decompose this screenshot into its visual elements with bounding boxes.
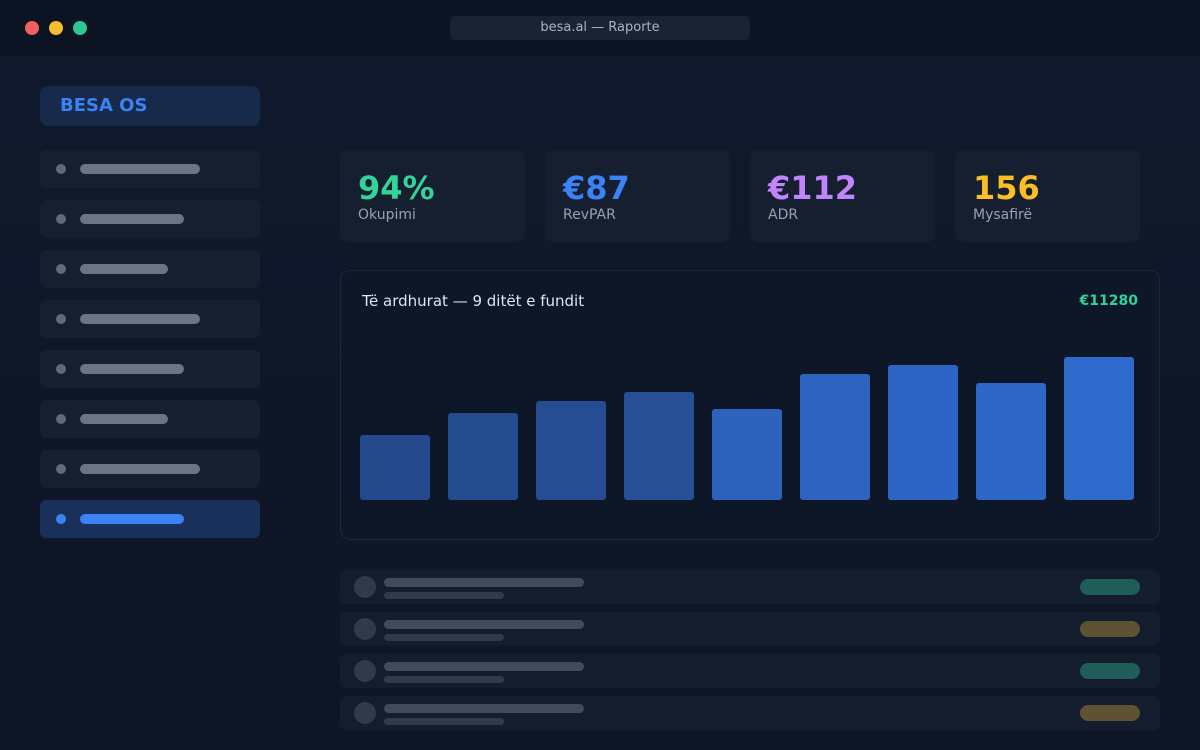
nav-label-placeholder	[80, 464, 200, 474]
kpi-value: €112	[768, 169, 858, 207]
kpi-card-guests[interactable]: 156 Mysafirë	[955, 150, 1140, 242]
revenue-bar[interactable]	[536, 401, 606, 500]
nav-label-placeholder	[80, 414, 168, 424]
status-badge	[1080, 579, 1140, 595]
sidebar-item-1[interactable]	[40, 150, 260, 188]
nav-dot-icon	[56, 264, 66, 274]
revenue-bar[interactable]	[448, 413, 518, 500]
avatar	[354, 576, 376, 598]
list-item-subtitle-placeholder	[384, 634, 504, 641]
address-bar[interactable]: besa.al — Raporte	[450, 16, 750, 40]
list-item[interactable]	[340, 612, 1160, 646]
kpi-card-occupancy[interactable]: 94% Okupimi	[340, 150, 525, 242]
nav-dot-icon	[56, 364, 66, 374]
kpi-label: RevPAR	[563, 207, 616, 223]
sidebar-item-6[interactable]	[40, 400, 260, 438]
title-bar: besa.al — Raporte	[0, 0, 1200, 56]
kpi-label: Okupimi	[358, 207, 416, 223]
revenue-bar[interactable]	[976, 383, 1046, 500]
avatar	[354, 660, 376, 682]
sidebar-item-7[interactable]	[40, 450, 260, 488]
kpi-value: 94%	[358, 169, 435, 207]
list-item-subtitle-placeholder	[384, 718, 504, 725]
status-badge	[1080, 663, 1140, 679]
kpi-label: ADR	[768, 207, 799, 223]
kpi-value: 156	[973, 169, 1040, 207]
revenue-bar[interactable]	[1064, 357, 1134, 500]
revenue-bar[interactable]	[712, 409, 782, 500]
avatar	[354, 618, 376, 640]
kpi-label: Mysafirë	[973, 207, 1033, 223]
close-window-button[interactable]	[25, 21, 39, 35]
kpi-value: €87	[563, 169, 630, 207]
list-item[interactable]	[340, 654, 1160, 688]
sidebar-item-2[interactable]	[40, 200, 260, 238]
revenue-chart-panel: Të ardhurat — 9 ditët e fundit €11280	[340, 270, 1160, 540]
nav-dot-icon	[56, 164, 66, 174]
nav-label-placeholder	[80, 264, 168, 274]
avatar	[354, 702, 376, 724]
nav-dot-icon	[56, 314, 66, 324]
revenue-bar-chart	[360, 357, 1134, 500]
nav-dot-icon	[56, 464, 66, 474]
chart-total: €11280	[1079, 293, 1138, 309]
nav-dot-icon	[56, 214, 66, 224]
sidebar-item-8-active[interactable]	[40, 500, 260, 538]
revenue-bar[interactable]	[624, 392, 694, 500]
revenue-bar[interactable]	[888, 365, 958, 500]
chart-title: Të ardhurat — 9 ditët e fundit	[362, 292, 585, 310]
revenue-bar[interactable]	[800, 374, 870, 500]
nav-label-placeholder	[80, 314, 200, 324]
list-item[interactable]	[340, 696, 1160, 730]
list-item-title-placeholder	[384, 620, 584, 629]
status-badge	[1080, 705, 1140, 721]
status-badge	[1080, 621, 1140, 637]
app-brand[interactable]: BESA OS	[40, 86, 260, 126]
nav-dot-icon	[56, 414, 66, 424]
revenue-bar[interactable]	[360, 435, 430, 500]
nav-label-placeholder	[80, 364, 184, 374]
nav-label-placeholder	[80, 164, 200, 174]
kpi-card-adr[interactable]: €112 ADR	[750, 150, 935, 242]
sidebar-item-3[interactable]	[40, 250, 260, 288]
nav-dot-icon	[56, 514, 66, 524]
kpi-card-revpar[interactable]: €87 RevPAR	[545, 150, 730, 242]
list-item[interactable]	[340, 570, 1160, 604]
nav-label-placeholder	[80, 514, 184, 524]
list-item-title-placeholder	[384, 704, 584, 713]
nav-label-placeholder	[80, 214, 184, 224]
sidebar-item-5[interactable]	[40, 350, 260, 388]
list-item-title-placeholder	[384, 578, 584, 587]
list-item-subtitle-placeholder	[384, 676, 504, 683]
maximize-window-button[interactable]	[73, 21, 87, 35]
sidebar-item-4[interactable]	[40, 300, 260, 338]
list-item-title-placeholder	[384, 662, 584, 671]
list-item-subtitle-placeholder	[384, 592, 504, 599]
minimize-window-button[interactable]	[49, 21, 63, 35]
